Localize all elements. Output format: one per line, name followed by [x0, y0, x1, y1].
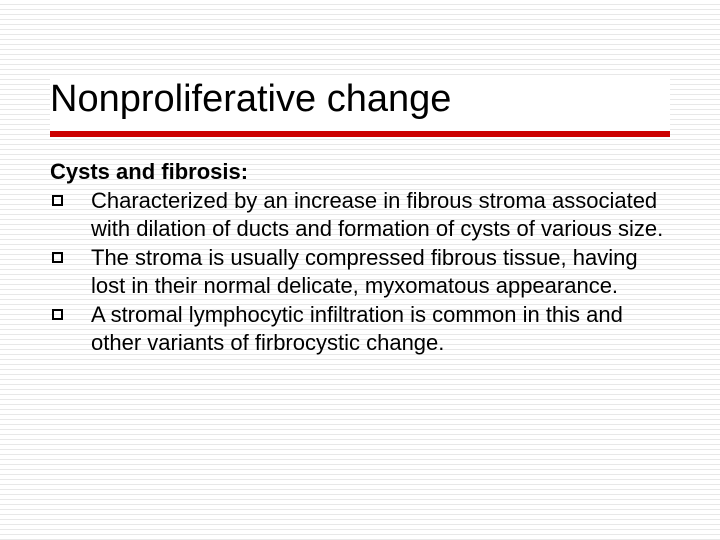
- bullet-text: A stromal lymphocytic infiltration is co…: [91, 301, 670, 356]
- bullet-text: Characterized by an increase in fibrous …: [91, 187, 670, 242]
- square-bullet-icon: [52, 252, 63, 263]
- list-item: Characterized by an increase in fibrous …: [50, 187, 670, 242]
- bullet-text: The stroma is usually compressed fibrous…: [91, 244, 670, 299]
- list-item: A stromal lymphocytic infiltration is co…: [50, 301, 670, 356]
- slide-content: Nonproliferative change Cysts and fibros…: [0, 0, 720, 398]
- square-bullet-icon: [52, 195, 63, 206]
- square-bullet-icon: [52, 309, 63, 320]
- list-item: The stroma is usually compressed fibrous…: [50, 244, 670, 299]
- bullet-list: Characterized by an increase in fibrous …: [50, 187, 670, 356]
- slide-subheading: Cysts and fibrosis:: [50, 159, 670, 185]
- slide-title: Nonproliferative change: [50, 78, 670, 137]
